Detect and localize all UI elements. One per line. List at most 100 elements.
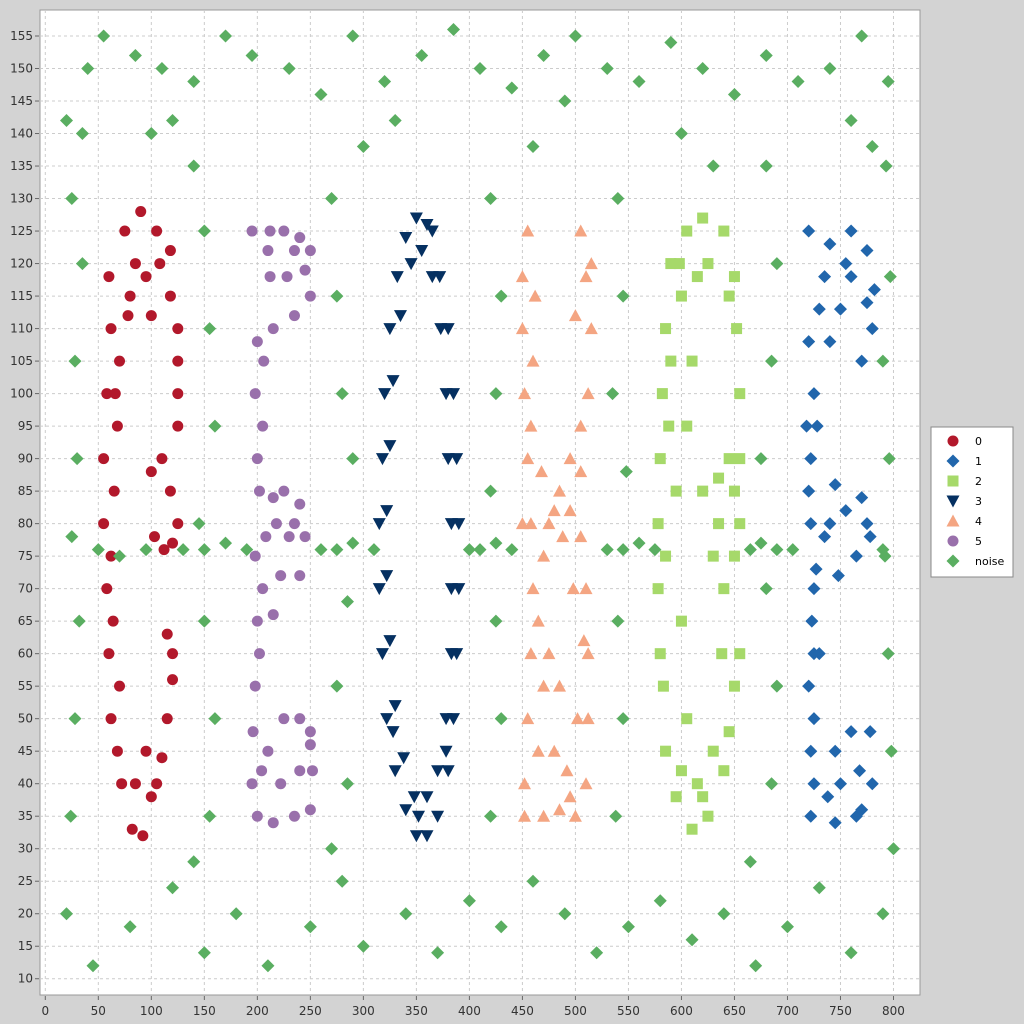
data-point <box>294 765 306 777</box>
data-point <box>577 634 591 647</box>
data-point <box>886 842 900 856</box>
y-tick-label: 75 <box>18 549 33 563</box>
legend-label: 3 <box>975 495 982 508</box>
data-point <box>853 764 867 778</box>
data-point <box>675 765 687 777</box>
data-point <box>723 726 735 738</box>
data-point <box>330 543 344 557</box>
y-tick-label: 45 <box>18 744 33 758</box>
data-point <box>860 244 874 258</box>
data-point <box>166 881 180 895</box>
data-point <box>734 518 746 530</box>
data-point <box>660 323 672 335</box>
data-point <box>294 713 306 725</box>
data-point <box>494 289 508 303</box>
legend-label: 2 <box>975 475 982 488</box>
data-point <box>260 531 272 543</box>
data-point <box>863 530 877 544</box>
data-point <box>526 354 540 367</box>
x-tick-label: 750 <box>829 1004 852 1018</box>
x-tick-label: 150 <box>193 1004 216 1018</box>
data-point <box>390 271 404 284</box>
data-point <box>563 790 577 803</box>
y-tick-label: 80 <box>18 517 33 531</box>
data-point <box>330 289 344 303</box>
data-point <box>383 440 397 453</box>
data-point <box>420 219 434 232</box>
data-point <box>251 810 263 822</box>
y-tick-label: 135 <box>10 159 33 173</box>
data-point <box>691 778 703 790</box>
data-point <box>759 582 773 596</box>
legend: 0 1 2 3 4 5 noise <box>930 426 1014 578</box>
data-point <box>818 530 832 544</box>
data-point <box>145 466 157 478</box>
data-point <box>770 257 784 271</box>
data-point <box>450 453 464 466</box>
data-point <box>883 270 897 284</box>
data-point <box>697 791 709 803</box>
data-point <box>812 881 826 895</box>
data-point <box>574 465 588 478</box>
data-point <box>882 452 896 466</box>
data-point <box>172 388 184 400</box>
data-point <box>101 583 113 595</box>
data-point <box>164 290 176 302</box>
data-point <box>431 810 445 823</box>
data-point <box>167 648 179 660</box>
data-point <box>556 530 570 543</box>
legend-marker <box>946 554 960 568</box>
data-point <box>388 765 402 778</box>
data-point <box>807 387 821 401</box>
data-point <box>473 543 487 557</box>
data-point <box>257 583 269 595</box>
data-point <box>879 159 893 173</box>
legend-label: 5 <box>975 535 982 548</box>
y-tick-label: 145 <box>10 94 33 108</box>
data-point <box>855 803 869 817</box>
data-point <box>109 388 121 400</box>
data-point <box>547 504 561 517</box>
data-point <box>270 518 282 530</box>
y-tick-label: 85 <box>18 484 33 498</box>
data-point <box>441 765 455 778</box>
data-point <box>446 23 460 37</box>
data-point <box>581 647 595 660</box>
data-point <box>412 810 426 823</box>
data-point <box>542 647 556 660</box>
y-tick-label: 10 <box>18 972 33 986</box>
data-point <box>97 29 111 43</box>
data-point <box>111 420 123 432</box>
data-point <box>267 492 279 504</box>
data-point <box>571 712 585 725</box>
data-point <box>765 354 779 368</box>
legend-label: 0 <box>975 435 982 448</box>
data-point <box>839 257 853 271</box>
data-point <box>68 354 82 368</box>
data-point <box>388 700 402 713</box>
data-point <box>314 88 328 102</box>
data-point <box>802 335 816 349</box>
data-point <box>166 114 180 128</box>
data-point <box>119 225 131 237</box>
data-point <box>161 713 173 725</box>
data-point <box>107 615 119 627</box>
data-point <box>531 744 545 757</box>
data-point <box>616 543 630 557</box>
data-point <box>253 648 265 660</box>
data-point <box>346 29 360 43</box>
data-point <box>560 764 574 777</box>
x-tick-label: 200 <box>246 1004 269 1018</box>
data-point <box>616 289 630 303</box>
data-point <box>208 712 222 726</box>
data-point <box>518 777 532 790</box>
data-point <box>105 550 117 562</box>
data-point <box>844 224 858 238</box>
data-point <box>673 258 685 270</box>
y-tick-label: 25 <box>18 874 33 888</box>
data-point <box>314 543 328 557</box>
legend-marker <box>947 475 959 487</box>
data-point <box>804 809 818 823</box>
data-point <box>439 388 453 401</box>
